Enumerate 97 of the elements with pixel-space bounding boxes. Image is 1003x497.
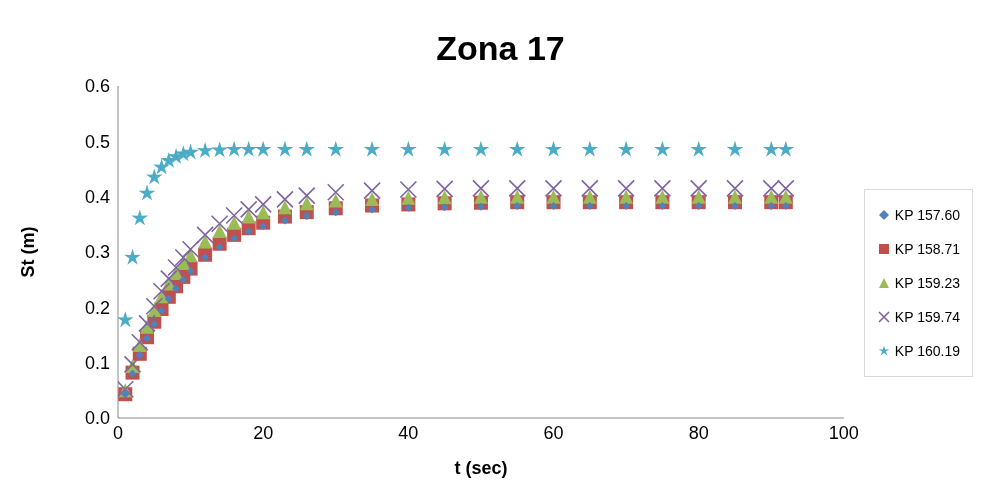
y-axis-title: St (m) [18, 226, 39, 278]
point [174, 248, 193, 267]
point [617, 140, 635, 157]
x-tick-label: 0 [112, 422, 124, 443]
point [241, 209, 256, 224]
point [777, 140, 795, 157]
point [299, 196, 314, 211]
point [118, 311, 134, 328]
point [365, 191, 380, 206]
point [239, 200, 258, 219]
point [399, 140, 417, 157]
point [256, 205, 271, 220]
legend-label: KP 159.74 [894, 309, 960, 325]
point [276, 190, 294, 209]
x-tick-label: 40 [398, 422, 419, 443]
point [691, 189, 706, 204]
point [212, 223, 227, 238]
y-tick-label: 0.0 [84, 408, 110, 429]
point [227, 215, 242, 230]
y-tick-label: 0.2 [84, 297, 110, 318]
point [508, 140, 526, 157]
point [327, 140, 345, 157]
point [145, 168, 163, 185]
point [764, 189, 779, 204]
point [544, 179, 563, 198]
legend-label: KP 157.60 [894, 207, 960, 223]
point [196, 226, 214, 244]
point [778, 189, 793, 204]
y-tick-label: 0.4 [84, 187, 110, 208]
point [581, 179, 599, 198]
point [211, 141, 228, 158]
point [545, 140, 562, 157]
y-tick-label: 0.3 [84, 242, 110, 263]
point [326, 183, 345, 202]
point [198, 234, 213, 249]
point [435, 180, 454, 198]
point [508, 179, 527, 198]
point [196, 141, 214, 158]
point [145, 297, 164, 316]
legend-label: KP 158.71 [894, 241, 960, 257]
point [254, 195, 272, 214]
point [654, 140, 671, 157]
point [160, 269, 178, 288]
point [225, 206, 243, 225]
x-tick-label: 20 [253, 422, 274, 443]
point [210, 214, 229, 233]
point [762, 140, 780, 157]
point [472, 140, 490, 157]
point [277, 200, 292, 215]
point [581, 140, 599, 157]
point [363, 181, 381, 200]
point [473, 189, 488, 204]
point [138, 314, 156, 333]
point [182, 143, 199, 160]
x-tick-label: 100 [828, 422, 859, 443]
point [298, 140, 316, 157]
point [225, 140, 243, 157]
point [276, 140, 294, 157]
y-tick-label: 0.1 [84, 353, 110, 374]
y-tick-label: 0.5 [84, 131, 110, 152]
point [181, 240, 200, 259]
point [124, 248, 141, 265]
point [153, 158, 170, 175]
point [254, 140, 272, 157]
point [131, 209, 149, 226]
point [619, 189, 634, 204]
point [436, 140, 454, 157]
point [472, 179, 490, 198]
point [546, 189, 561, 204]
x-tick-label: 60 [543, 422, 564, 443]
point [152, 282, 171, 301]
x-axis-title: t (sec) [454, 458, 508, 478]
legend-label: KP 160.19 [894, 343, 960, 359]
point [297, 186, 316, 205]
point [328, 193, 343, 208]
point [689, 179, 708, 198]
point [437, 190, 452, 205]
point [363, 140, 381, 157]
point [655, 189, 670, 204]
point [138, 184, 156, 201]
x-tick-label: 80 [688, 422, 709, 443]
point [167, 258, 185, 277]
point [617, 179, 635, 198]
point [727, 189, 742, 204]
point [510, 189, 525, 204]
point [653, 179, 672, 198]
point [401, 190, 416, 205]
point [582, 189, 597, 204]
point [399, 180, 418, 199]
legend-label: KP 159.23 [894, 275, 960, 291]
chart-title: Zona 17 [435, 28, 566, 69]
point [726, 140, 744, 157]
point [240, 140, 258, 157]
point [690, 140, 708, 157]
y-tick-label: 0.6 [84, 76, 110, 97]
point [130, 333, 149, 351]
point [726, 179, 744, 198]
